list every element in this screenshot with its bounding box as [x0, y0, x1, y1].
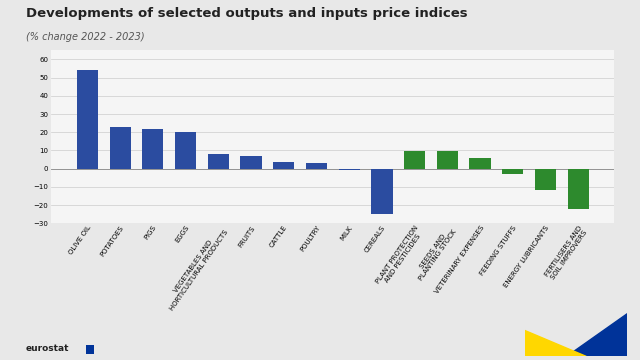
Bar: [469, 158, 491, 168]
Bar: [77, 71, 98, 168]
Bar: [207, 154, 229, 168]
Bar: [339, 168, 360, 170]
Bar: [535, 168, 556, 190]
Bar: [241, 156, 262, 168]
Polygon shape: [525, 330, 586, 356]
Bar: [273, 162, 294, 168]
Bar: [306, 163, 327, 168]
Bar: [436, 151, 458, 168]
Bar: [568, 168, 589, 209]
Text: (% change 2022 - 2023): (% change 2022 - 2023): [26, 32, 144, 42]
Polygon shape: [566, 313, 627, 356]
Bar: [109, 127, 131, 168]
Text: eurostat: eurostat: [26, 344, 69, 353]
Bar: [371, 168, 392, 214]
Bar: [502, 168, 524, 174]
Bar: [175, 132, 196, 168]
Bar: [142, 129, 163, 168]
Text: Developments of selected outputs and inputs price indices: Developments of selected outputs and inp…: [26, 7, 467, 20]
Bar: [404, 151, 425, 168]
